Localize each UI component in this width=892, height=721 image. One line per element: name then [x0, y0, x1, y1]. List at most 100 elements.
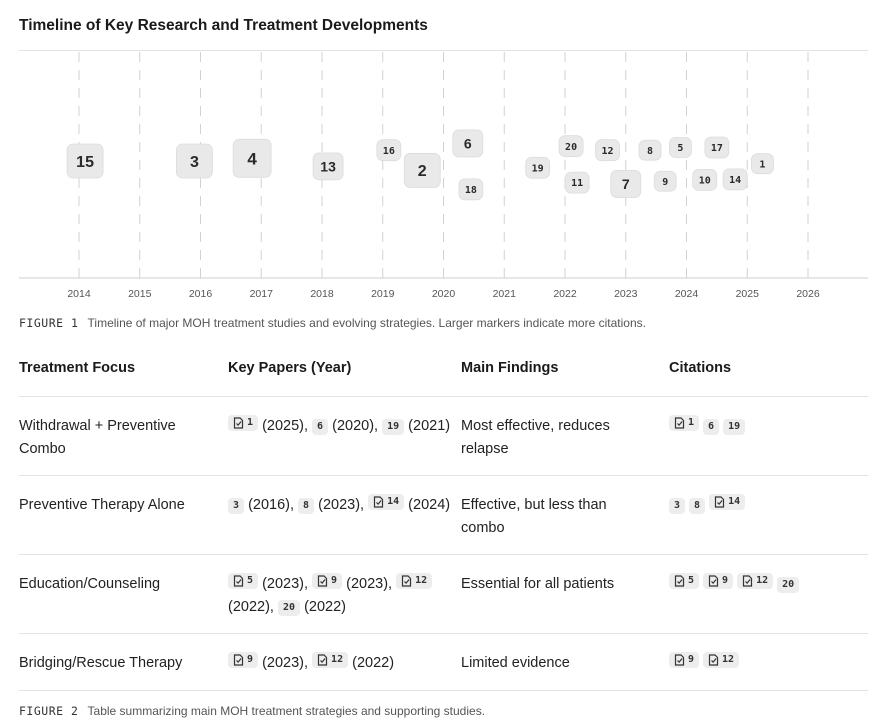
- citation-badge-9[interactable]: 9: [669, 652, 700, 668]
- marker-17[interactable]: 17: [704, 136, 730, 159]
- citation-number: 8: [694, 500, 701, 511]
- paper-year: (2020): [332, 418, 375, 434]
- citation-badge-1[interactable]: 1: [228, 415, 259, 431]
- citation-badge-6[interactable]: 6: [312, 419, 329, 435]
- separator: ,: [303, 576, 313, 592]
- marker-18[interactable]: 18: [458, 178, 484, 201]
- citation-number: 9: [688, 654, 695, 665]
- citation-number: 19: [387, 421, 400, 432]
- citation-badge-14[interactable]: 14: [709, 494, 746, 510]
- marker-label-3: 3: [190, 154, 199, 171]
- paper-year: (2022): [228, 599, 270, 615]
- citation-badge-3[interactable]: 3: [669, 498, 686, 514]
- marker-label-18: 18: [465, 185, 477, 196]
- marker-box-10: [692, 169, 718, 191]
- marker-box-9: [653, 170, 677, 192]
- paper-year: (2023): [262, 655, 304, 671]
- marker-3[interactable]: 3: [176, 143, 213, 179]
- paper-year: (2016): [248, 497, 290, 513]
- separator: ,: [374, 418, 383, 434]
- document-icon: [714, 496, 725, 508]
- citation-number: 1: [247, 417, 254, 428]
- citation-badge-12[interactable]: 12: [312, 652, 349, 668]
- marker-8[interactable]: 8: [638, 139, 662, 161]
- citation-badge-9[interactable]: 9: [703, 573, 734, 589]
- separator: ,: [360, 497, 369, 513]
- citation-badge-9[interactable]: 9: [312, 573, 343, 589]
- treatment-table: Treatment Focus Key Papers (Year) Main F…: [19, 350, 868, 691]
- marker-9[interactable]: 9: [653, 170, 677, 192]
- citation-badge-12[interactable]: 12: [737, 573, 774, 589]
- citation-badge-19[interactable]: 19: [382, 419, 405, 435]
- marker-4[interactable]: 4: [232, 138, 272, 178]
- citation-badge-8[interactable]: 8: [298, 498, 315, 514]
- marker-6[interactable]: 6: [452, 129, 484, 158]
- citation-badge-14[interactable]: 14: [368, 494, 405, 510]
- marker-13[interactable]: 13: [312, 152, 344, 181]
- citation-badge-8[interactable]: 8: [689, 498, 706, 514]
- marker-label-14: 14: [729, 175, 741, 186]
- marker-box-1: [751, 153, 774, 175]
- treatment-focus: Bridging/Rescue Therapy: [19, 655, 183, 671]
- citation-badge-5[interactable]: 5: [228, 573, 259, 589]
- x-tick-label-2022: 2022: [553, 288, 577, 300]
- citation-badge-20[interactable]: 20: [777, 577, 800, 593]
- top-divider: [19, 50, 868, 51]
- marker-box-2: [403, 153, 441, 188]
- marker-label-6: 6: [464, 135, 472, 151]
- marker-label-16: 16: [383, 146, 395, 157]
- citation-badge-12[interactable]: 12: [703, 652, 740, 668]
- citation-number: 6: [317, 421, 324, 432]
- chart-title: Timeline of Key Research and Treatment D…: [19, 17, 428, 34]
- marker-label-5: 5: [677, 143, 683, 154]
- marker-14[interactable]: 14: [722, 168, 748, 191]
- citation-badge-9[interactable]: 9: [228, 652, 259, 668]
- marker-label-2: 2: [418, 163, 427, 180]
- citation-badge-1[interactable]: 1: [669, 415, 700, 431]
- marker-10[interactable]: 10: [692, 169, 718, 191]
- citation-badge-20[interactable]: 20: [277, 600, 301, 616]
- header-main-findings: Main Findings: [461, 360, 559, 376]
- table-row: Withdrawal + Preventive Combo 1 (2025), 6…: [19, 397, 868, 476]
- x-tick-label-2014: 2014: [67, 288, 91, 300]
- document-icon: [233, 575, 244, 587]
- timeline-chart: 2014 2015 2016 2017 2018 2019 2020 2021 2022 2023…: [19, 52, 868, 300]
- document-icon: [233, 417, 244, 429]
- marker-label-11: 11: [571, 178, 583, 189]
- citation-number: 3: [674, 500, 681, 511]
- paper-year: (2024): [408, 497, 451, 513]
- document-icon: [674, 417, 685, 429]
- marker-20[interactable]: 20: [558, 135, 584, 158]
- x-tick-label-2017: 2017: [250, 288, 274, 300]
- citation-badge-19[interactable]: 19: [723, 419, 746, 435]
- main-findings: Essential for all patients: [461, 576, 615, 592]
- marker-box-8: [638, 139, 662, 161]
- paper-year: (2023): [318, 497, 361, 513]
- marker-16[interactable]: 16: [376, 139, 402, 162]
- marker-box-20: [558, 135, 584, 158]
- document-icon: [674, 654, 685, 666]
- key-papers: 3 (2016), 8 (2023), 14 (2024): [228, 494, 453, 517]
- marker-11[interactable]: 11: [564, 171, 590, 194]
- citation-number: 12: [722, 654, 735, 665]
- citation-badge-3[interactable]: 3: [228, 498, 245, 514]
- citation-number: 14: [387, 496, 400, 507]
- citation-badge-6[interactable]: 6: [703, 419, 720, 435]
- main-findings: Most effective, reduces relapse: [461, 418, 610, 457]
- citation-badge-5[interactable]: 5: [669, 573, 700, 589]
- x-tick-label-2016: 2016: [189, 288, 213, 300]
- marker-12[interactable]: 12: [595, 139, 620, 162]
- marker-19[interactable]: 19: [525, 156, 551, 179]
- citation-number: 9: [331, 575, 338, 586]
- marker-5[interactable]: 5: [669, 137, 692, 158]
- document-icon: [233, 654, 244, 666]
- marker-7[interactable]: 7: [610, 170, 642, 198]
- marker-15[interactable]: 15: [66, 143, 104, 179]
- header-key-papers: Key Papers (Year): [228, 360, 352, 376]
- x-tick-label-2020: 2020: [432, 288, 456, 300]
- marker-2[interactable]: 2: [403, 153, 441, 188]
- header-citations: Citations: [669, 360, 732, 376]
- document-icon: [373, 496, 384, 508]
- citation-badge-12[interactable]: 12: [396, 573, 433, 589]
- marker-1[interactable]: 1: [751, 153, 774, 175]
